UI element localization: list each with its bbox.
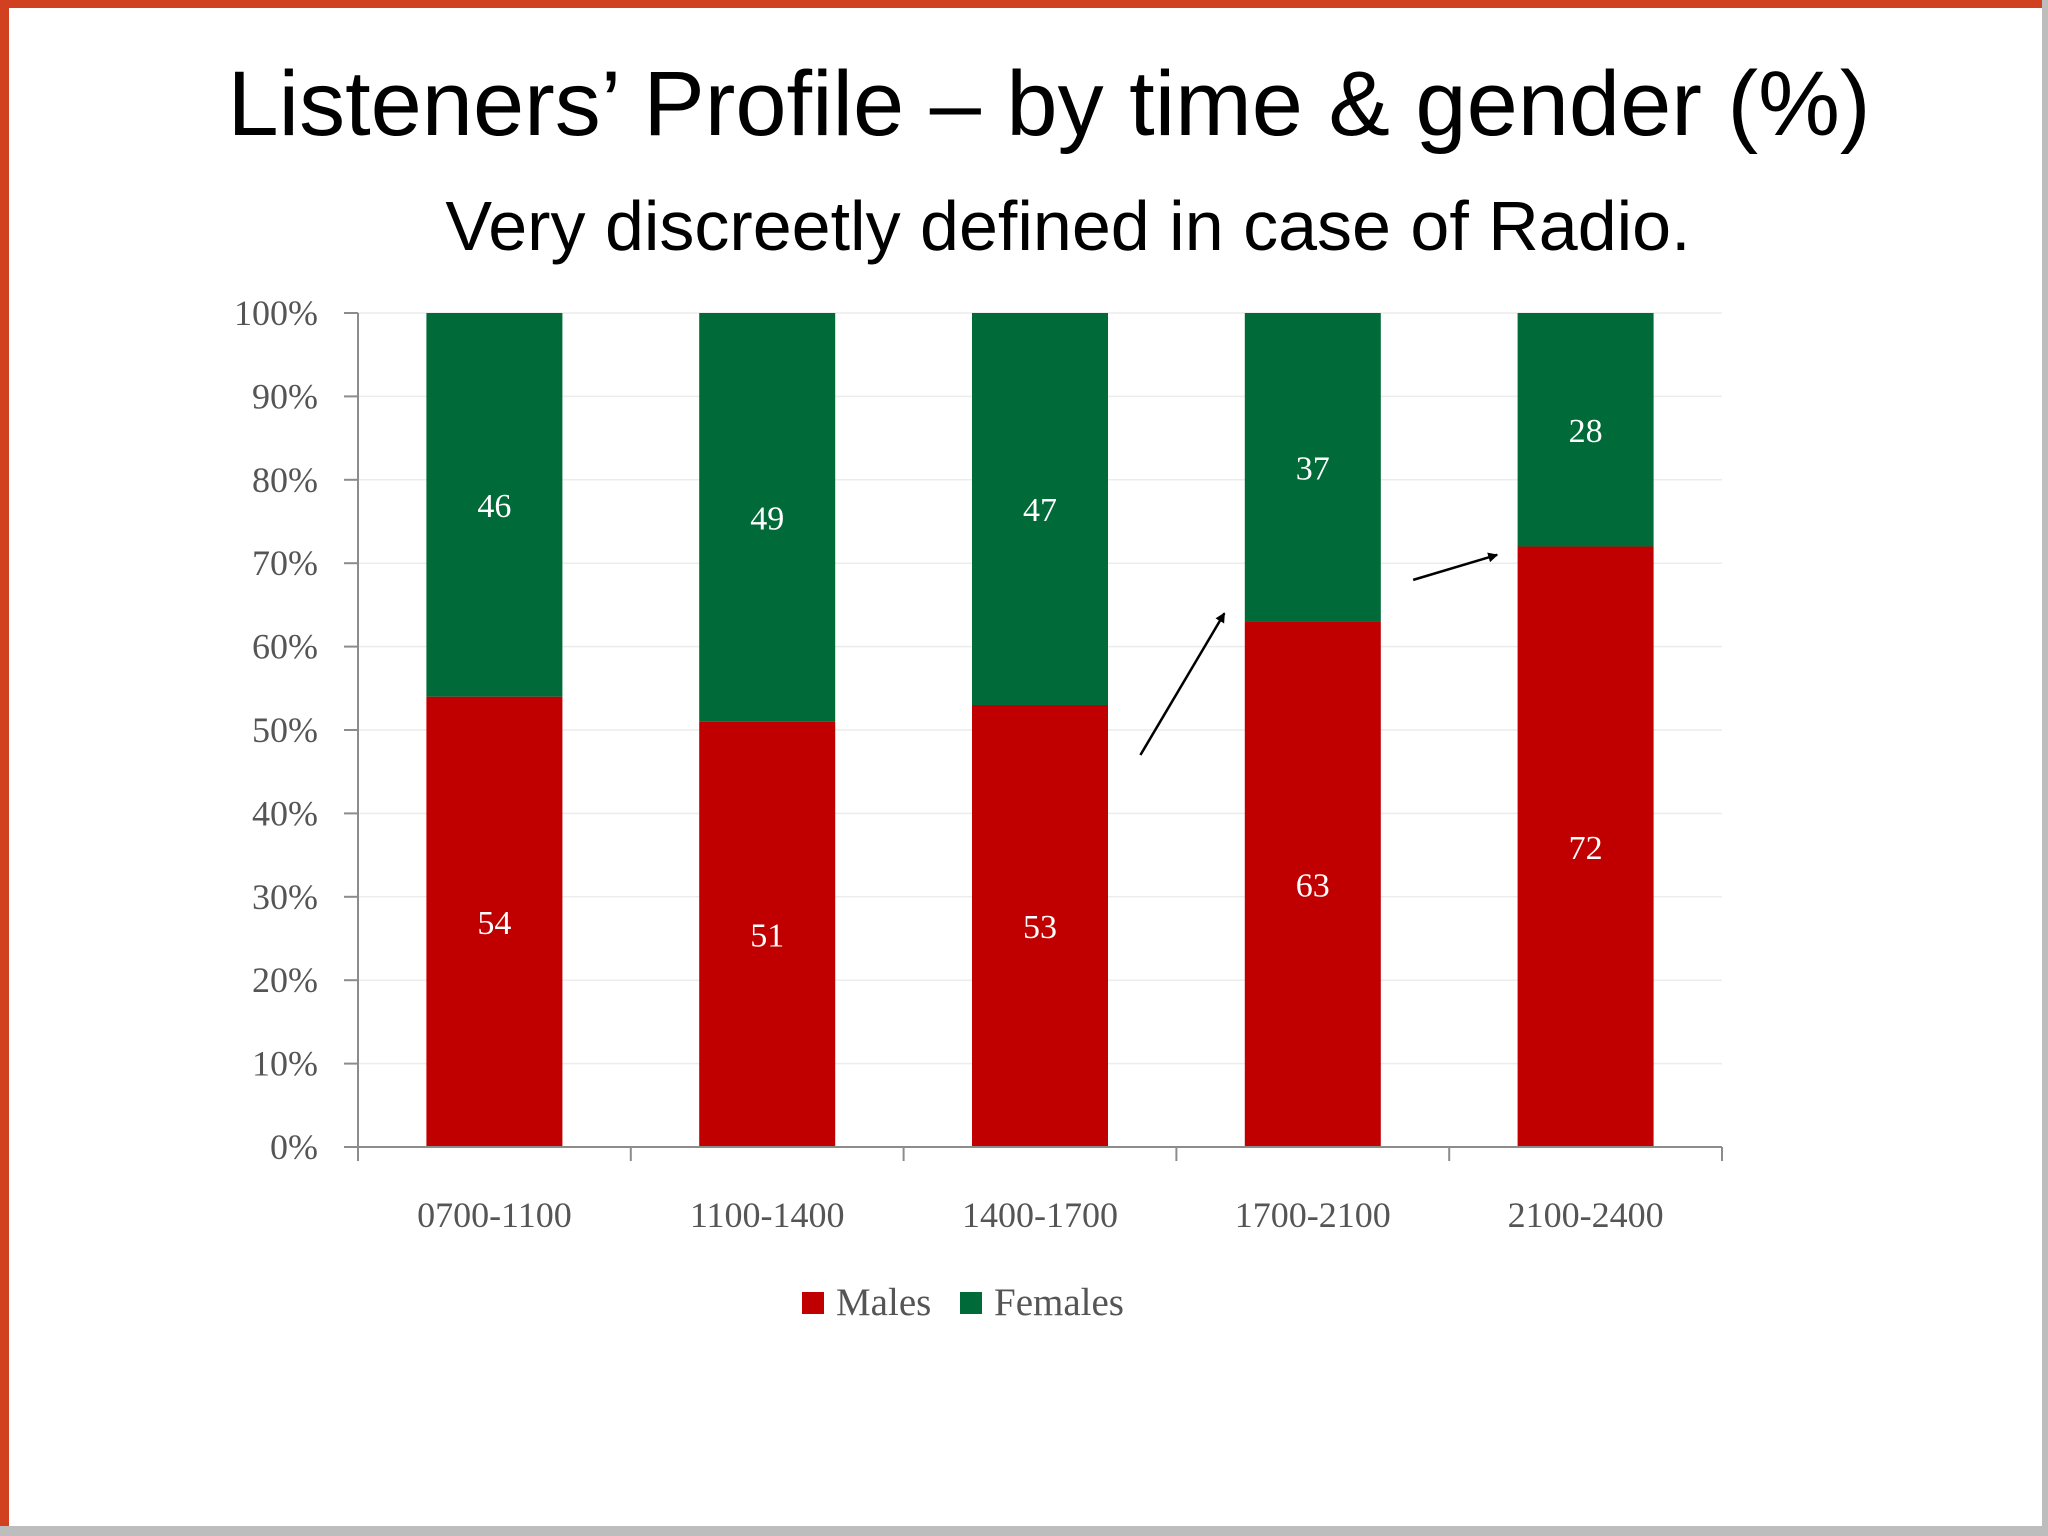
x-tick-label: 1100-1400 xyxy=(690,1195,845,1235)
trend-arrow xyxy=(1412,552,1499,582)
y-tick-label: 100% xyxy=(234,293,318,333)
bar-females-1700-2100 xyxy=(1244,313,1381,622)
y-tick-label: 0% xyxy=(270,1127,318,1167)
bar-females-1400-1700 xyxy=(972,313,1108,705)
legend-swatch-males xyxy=(802,1292,824,1314)
legend-label: Females xyxy=(994,1281,1124,1324)
x-tick-label: 0700-1100 xyxy=(417,1195,572,1235)
bar-males-2100-2400 xyxy=(1517,546,1654,1147)
data-label-females: 47 xyxy=(1023,492,1057,529)
bar-females-0700-1100 xyxy=(426,313,563,697)
data-label-females: 46 xyxy=(477,488,511,525)
bar-males-0700-1100 xyxy=(426,696,563,1147)
bar-males-1700-2100 xyxy=(1244,621,1381,1147)
x-tick-label: 1400-1700 xyxy=(962,1195,1118,1235)
data-label-males: 51 xyxy=(750,917,784,954)
bar-males-1100-1400 xyxy=(699,721,836,1147)
data-label-males: 53 xyxy=(1023,909,1057,946)
legend-label: Males xyxy=(836,1281,931,1324)
y-tick-label: 10% xyxy=(252,1044,318,1084)
data-label-females: 49 xyxy=(750,500,784,537)
trend-arrow xyxy=(1139,612,1226,756)
data-label-males: 72 xyxy=(1569,830,1603,867)
legend-swatch-females xyxy=(960,1292,982,1314)
data-label-females: 28 xyxy=(1569,413,1603,450)
slide-subtitle: Very discreetly defined in case of Radio… xyxy=(445,187,1691,265)
bar-males-1400-1700 xyxy=(972,704,1108,1147)
slide-border-bottom xyxy=(0,1526,2048,1536)
bar-females-1100-1400 xyxy=(699,313,836,722)
data-label-males: 63 xyxy=(1296,867,1330,904)
data-label-males: 54 xyxy=(477,905,511,942)
x-tick-label: 1700-2100 xyxy=(1235,1195,1391,1235)
y-tick-label: 90% xyxy=(252,376,318,416)
y-tick-label: 50% xyxy=(252,710,318,750)
y-tick-label: 30% xyxy=(252,877,318,917)
bar-females-2100-2400 xyxy=(1517,313,1654,547)
x-tick-label: 2100-2400 xyxy=(1508,1195,1664,1235)
y-tick-label: 60% xyxy=(252,627,318,667)
slide-border-right xyxy=(2042,0,2048,1536)
slide-title: Listeners’ Profile – by time & gender (%… xyxy=(227,53,1871,155)
y-tick-label: 20% xyxy=(252,960,318,1000)
y-tick-label: 80% xyxy=(252,460,318,500)
y-tick-label: 70% xyxy=(252,543,318,583)
slide-border-left xyxy=(0,0,9,1536)
slide-border-top xyxy=(0,0,2048,8)
y-tick-label: 40% xyxy=(252,793,318,833)
data-label-females: 37 xyxy=(1296,450,1330,487)
